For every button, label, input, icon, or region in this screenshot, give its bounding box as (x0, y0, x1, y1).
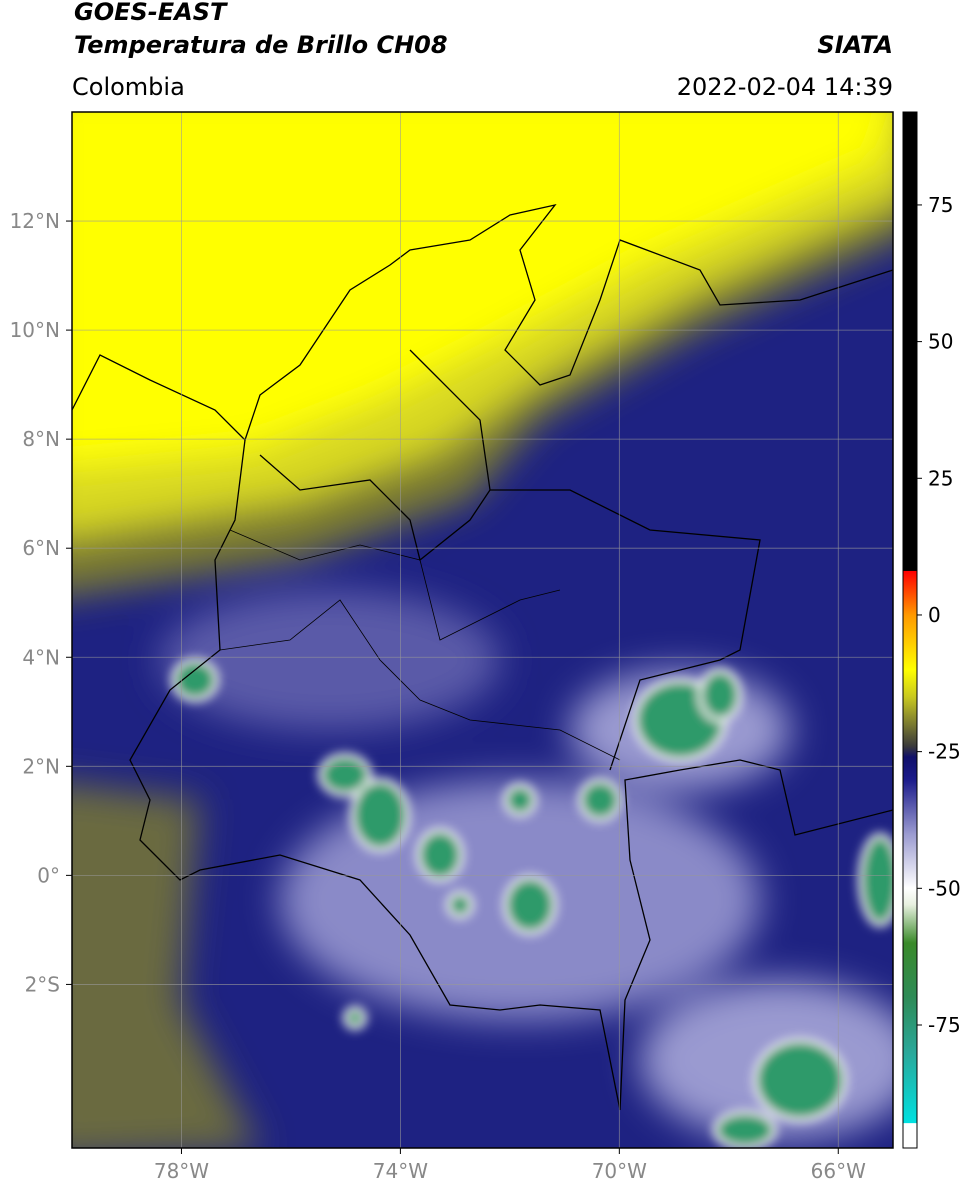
timestamp: 2022-02-04 14:39 (677, 73, 893, 101)
y-tick-label: 4°N (22, 645, 60, 669)
satellite-image (72, 112, 893, 1148)
colorbar-tick-label: -50 (928, 876, 961, 900)
y-tick-label: 8°N (22, 427, 60, 451)
x-tick-label: 70°W (592, 1159, 647, 1183)
source: SIATA (817, 31, 893, 59)
x-tick-label: 74°W (373, 1159, 428, 1183)
colorbar-tick-label: 75 (928, 193, 953, 217)
x-tick-label: 66°W (811, 1159, 866, 1183)
title: GOES-EAST (74, 0, 228, 26)
colorbar-tick-label: -25 (928, 740, 961, 764)
y-tick-label: 12°N (10, 209, 60, 233)
colorbar-tick-label: 25 (928, 466, 953, 490)
y-tick-label: 6°N (22, 536, 60, 560)
y-tick-label: 2°S (25, 972, 60, 996)
title: Temperatura de Brillo CH08 (74, 31, 448, 59)
colorbar-tick-label: 50 (928, 330, 953, 354)
colorbar (902, 111, 918, 1149)
y-tick-label: 10°N (10, 318, 60, 342)
colorbar-tick-label: 0 (928, 603, 941, 627)
map-frame (71, 111, 894, 1149)
region: Colombia (72, 73, 185, 101)
colorbar-tick-label: -75 (928, 1013, 961, 1037)
graticule (66, 112, 893, 1154)
y-tick-label: 2°N (22, 754, 60, 778)
x-tick-label: 78°W (154, 1159, 209, 1183)
y-tick-label: 0° (37, 863, 60, 887)
